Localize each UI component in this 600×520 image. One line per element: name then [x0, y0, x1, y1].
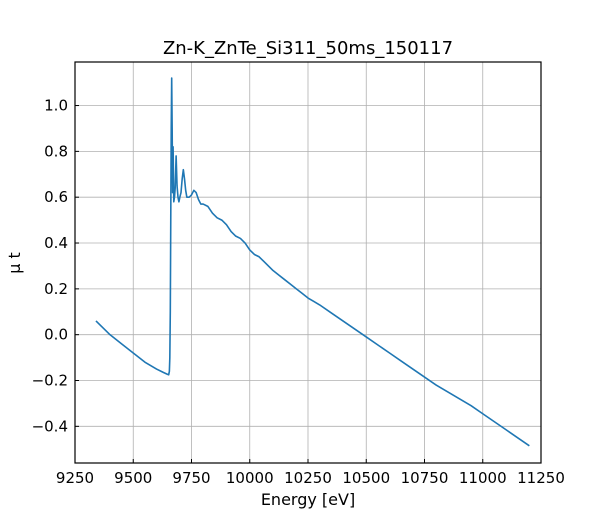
- x-tick-label: 9250: [56, 469, 94, 487]
- x-tick-label: 10750: [401, 469, 449, 487]
- plot-area: [95, 77, 530, 447]
- y-tick-label: 0.8: [44, 142, 68, 160]
- y-tick-label: −0.2: [32, 372, 68, 390]
- x-ticks: 9250 9500 9750 10000 10250 10500 10750 11000 112…: [56, 459, 565, 487]
- x-tick-label: 10000: [226, 469, 274, 487]
- x-tick-label: 9750: [172, 469, 210, 487]
- y-tick-label: 0.4: [44, 234, 68, 252]
- y-tick-label: 0.0: [44, 326, 68, 344]
- x-tick-label: 11000: [459, 469, 507, 487]
- x-axis-title: Energy [eV]: [261, 490, 355, 509]
- x-tick-label: 10250: [284, 469, 332, 487]
- y-tick-label: 1.0: [44, 97, 68, 115]
- y-ticks: −0.4 −0.2 0.0 0.2 0.4 0.6 0.8 1.0: [32, 97, 79, 435]
- y-tick-label: 0.2: [44, 280, 68, 298]
- series-line: [95, 77, 530, 447]
- y-axis-title: μ t: [5, 252, 24, 274]
- x-tick-label: 9500: [114, 469, 152, 487]
- x-tick-label: 10500: [342, 469, 390, 487]
- x-tick-label: 11250: [517, 469, 565, 487]
- chart-title: Zn-K_ZnTe_Si311_50ms_150117: [163, 38, 453, 59]
- y-tick-label: −0.4: [32, 417, 68, 435]
- grid: [74, 62, 542, 463]
- y-tick-label: 0.6: [44, 188, 68, 206]
